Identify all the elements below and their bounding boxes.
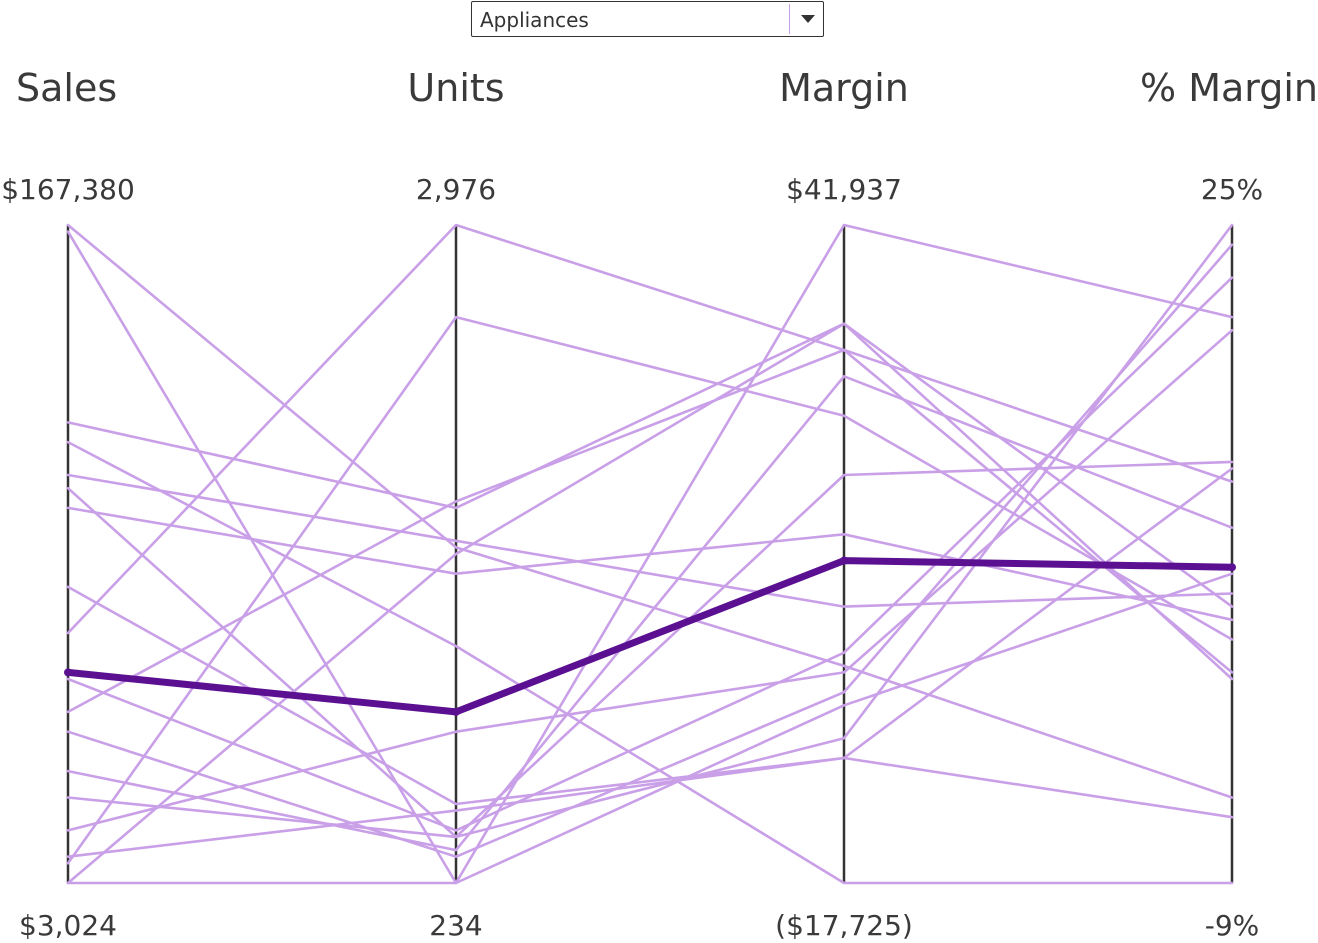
dropdown-selected-value: Appliances bbox=[480, 8, 589, 32]
series-line[interactable] bbox=[66, 467, 1234, 859]
highlighted-point[interactable] bbox=[64, 668, 72, 677]
series-line[interactable] bbox=[66, 460, 1234, 839]
label-layer: Sales $167,380 $3,024 Units 2,976 234 Margin $4… bbox=[1, 66, 1318, 942]
dropdown-divider bbox=[789, 4, 790, 34]
series-line[interactable] bbox=[66, 223, 1234, 799]
series-line[interactable] bbox=[66, 440, 1234, 885]
series-line[interactable] bbox=[66, 322, 1234, 681]
axis-min-label-margin: ($17,725) bbox=[775, 909, 913, 942]
series-line[interactable] bbox=[66, 348, 1234, 714]
axis-title-margin: % Margin bbox=[1140, 66, 1318, 110]
series-line[interactable] bbox=[66, 315, 1234, 865]
series-line[interactable] bbox=[66, 473, 1234, 608]
highlighted-point[interactable] bbox=[840, 556, 848, 565]
series-layer bbox=[66, 223, 1234, 885]
category-filter-dropdown[interactable]: Appliances bbox=[471, 1, 824, 37]
highlighted-point[interactable] bbox=[1228, 563, 1236, 572]
highlighted-point[interactable] bbox=[452, 707, 460, 716]
axis-layer bbox=[66, 225, 1234, 883]
axis-max-label-units: 2,976 bbox=[416, 173, 496, 206]
axis-max-label-sales: $167,380 bbox=[1, 173, 135, 206]
axis-title-sales: Sales bbox=[16, 66, 117, 110]
series-line[interactable] bbox=[66, 230, 1234, 885]
axis-title-units: Units bbox=[407, 66, 504, 110]
axis-max-label-margin: $41,937 bbox=[786, 173, 902, 206]
series-line[interactable] bbox=[66, 223, 1234, 839]
chevron-down-icon[interactable] bbox=[801, 15, 815, 23]
axis-title-margin: Margin bbox=[779, 66, 909, 110]
series-line[interactable] bbox=[66, 506, 1234, 622]
series-line[interactable] bbox=[66, 223, 1234, 674]
axis-min-label-margin: -9% bbox=[1205, 909, 1260, 942]
axis-min-label-units: 234 bbox=[429, 909, 482, 942]
highlight-layer bbox=[64, 556, 1236, 716]
highlighted-series-line[interactable] bbox=[64, 557, 1236, 716]
series-line[interactable] bbox=[66, 374, 1234, 852]
axis-min-label-sales: $3,024 bbox=[19, 909, 117, 942]
axis-max-label-margin: 25% bbox=[1201, 173, 1263, 206]
series-line[interactable] bbox=[66, 322, 1234, 885]
